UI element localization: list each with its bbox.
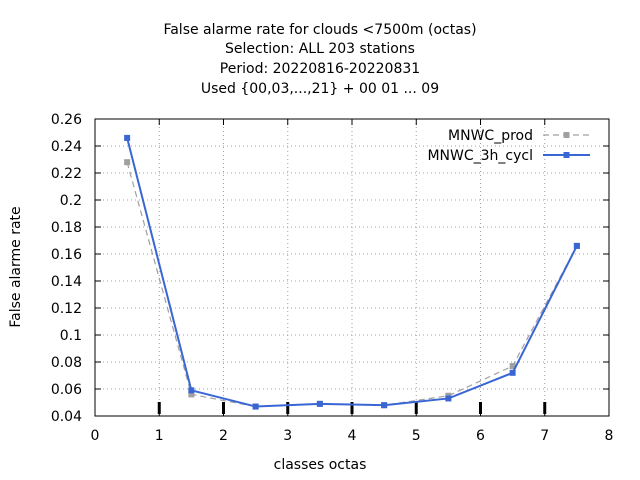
legend-label: MNWC_prod bbox=[448, 128, 533, 144]
y-tick-label: 0.2 bbox=[60, 193, 82, 209]
y-tick-label: 0.1 bbox=[60, 328, 82, 344]
x-axis-label: classes octas bbox=[273, 457, 367, 473]
title-line-2: Selection: ALL 203 stations bbox=[225, 41, 415, 57]
data-point bbox=[381, 402, 388, 409]
legend-marker bbox=[563, 132, 570, 138]
title-line-3: Period: 20220816-20220831 bbox=[219, 61, 421, 77]
y-tick-label: 0.24 bbox=[51, 139, 82, 155]
x-tick-label: 4 bbox=[348, 428, 357, 444]
data-point bbox=[124, 134, 131, 141]
y-axis-label: False alarme rate bbox=[8, 206, 24, 328]
x-tick-label: 8 bbox=[605, 428, 614, 444]
legend-marker bbox=[563, 152, 570, 158]
data-point bbox=[573, 242, 580, 249]
series-line-MNWC_prod bbox=[126, 162, 578, 408]
y-tick-label: 0.18 bbox=[51, 220, 82, 236]
data-point bbox=[445, 395, 452, 402]
y-tick-label: 0.06 bbox=[51, 382, 82, 398]
title-line-1: False alarme rate for clouds <7500m (oct… bbox=[163, 22, 477, 38]
title-line-4: Used {00,03,...,21} + 00 01 ... 09 bbox=[200, 81, 440, 97]
y-tick-label: 0.14 bbox=[51, 274, 82, 290]
y-tick-label: 0.22 bbox=[51, 166, 82, 182]
x-tick-label: 0 bbox=[91, 428, 100, 444]
legend-label: MNWC_3h_cycl bbox=[427, 148, 533, 164]
x-tick-label: 6 bbox=[476, 428, 485, 444]
x-tick-label: 2 bbox=[219, 428, 228, 444]
y-tick-label: 0.16 bbox=[51, 247, 82, 263]
x-tick-label: 7 bbox=[540, 428, 549, 444]
y-tick-label: 0.04 bbox=[51, 409, 82, 425]
y-tick-label: 0.26 bbox=[51, 112, 82, 128]
data-point bbox=[509, 363, 516, 370]
x-tick-label: 1 bbox=[155, 428, 164, 444]
y-tick-label: 0.12 bbox=[51, 301, 82, 317]
data-point bbox=[316, 400, 323, 407]
y-tick-label: 0.08 bbox=[51, 355, 82, 371]
data-point bbox=[188, 391, 195, 398]
data-point bbox=[509, 369, 516, 376]
data-point bbox=[124, 159, 131, 166]
data-point bbox=[188, 387, 195, 394]
x-tick-label: 3 bbox=[283, 428, 292, 444]
x-tick-label: 5 bbox=[412, 428, 421, 444]
series-line-MNWC_3h_cycl bbox=[126, 137, 578, 408]
data-point bbox=[252, 403, 259, 410]
